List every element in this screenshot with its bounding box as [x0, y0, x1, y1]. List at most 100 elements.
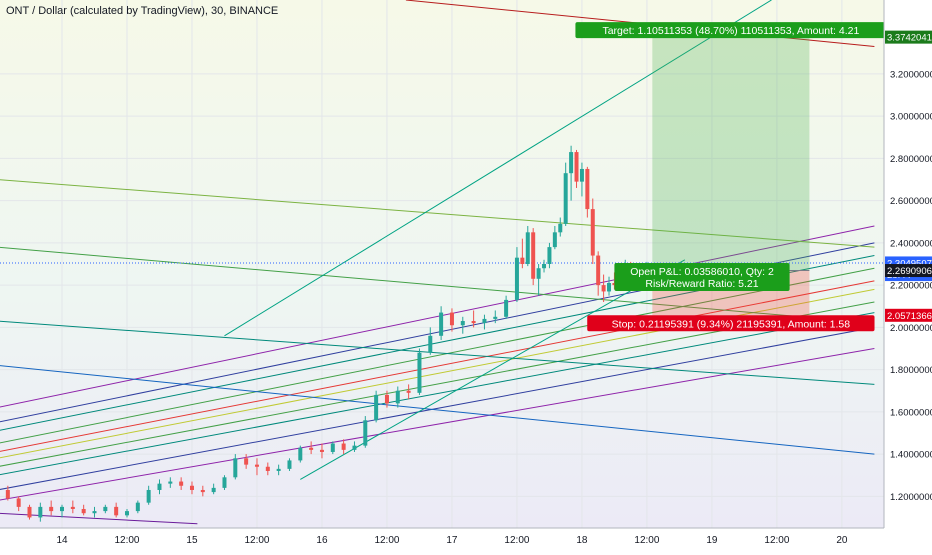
candle-body [520, 257, 525, 264]
candle-body [525, 232, 530, 264]
price-badge-text: 2.30495070 [887, 258, 932, 269]
y-tick-label: 2.00000000 [890, 323, 932, 334]
candle-body [352, 445, 357, 450]
candle-body [276, 468, 281, 471]
candle-body [563, 173, 568, 224]
open-pl-label-text: Risk/Reward Ratio: 5.21 [645, 278, 758, 290]
candle-body [579, 168, 584, 182]
price-badge-bg [885, 308, 932, 322]
candle-body [590, 209, 595, 256]
price-badge-text: 3.37420413 [887, 33, 932, 44]
candle-body [569, 152, 574, 174]
target-label[interactable]: Target: 1.10511353 (48.70%) 110511353, A… [575, 22, 887, 39]
target-label-bg [575, 22, 887, 39]
x-tick-label: 19 [706, 535, 718, 546]
x-tick-label: 20 [836, 535, 848, 546]
trend-line[interactable] [0, 246, 875, 324]
position-target-zone[interactable] [652, 37, 810, 271]
y-tick-label: 2.40000000 [890, 238, 932, 249]
candle-body [157, 483, 162, 490]
candle-body [124, 511, 129, 516]
candle-body [189, 485, 194, 490]
candle-body [531, 232, 536, 279]
trend-line[interactable] [0, 365, 875, 455]
candle-body [309, 447, 314, 450]
candle-body [254, 464, 259, 467]
candle-body [233, 458, 238, 478]
candle-body [81, 508, 86, 514]
trend-line[interactable] [0, 267, 875, 444]
candle-body [244, 458, 249, 465]
candle-body [60, 506, 64, 512]
target-label-text: Target: 1.10511353 (48.70%) 110511353, A… [602, 25, 859, 37]
trend-line[interactable] [0, 312, 875, 476]
candle-body [49, 506, 54, 512]
candle-body [552, 232, 557, 248]
price-badge-stop: 2.05713669 [885, 308, 932, 322]
candle-body [482, 318, 487, 324]
candle-body [222, 477, 227, 488]
x-tick-label: 12:00 [244, 535, 269, 546]
candle-body [27, 506, 32, 518]
open-pl-label[interactable]: Open P&L: 0.03586010, Qty: 2Risk/Reward … [614, 263, 790, 291]
candle-body [70, 506, 75, 509]
candle-body [504, 299, 509, 317]
candle-body [38, 506, 43, 518]
price-badge-bg [885, 264, 932, 278]
y-tick-label: 1.40000000 [890, 450, 932, 461]
candle-body [449, 312, 454, 326]
candle-body [146, 489, 151, 503]
candle-body [16, 498, 21, 507]
trend-line[interactable] [224, 0, 772, 337]
x-tick-label: 12:00 [504, 535, 529, 546]
trend-line[interactable] [0, 225, 875, 408]
y-tick-label: 3.20000000 [890, 69, 932, 80]
candle-body [601, 285, 606, 292]
x-tick-label: 18 [576, 535, 588, 546]
candle-body [493, 316, 498, 319]
y-tick-label: 2.20000000 [890, 281, 932, 292]
candle-body [200, 489, 205, 493]
trend-line[interactable] [0, 326, 875, 490]
price-badge-bg [885, 30, 932, 44]
candle-body [287, 460, 292, 469]
candle-body [395, 390, 400, 404]
candle-body [574, 152, 579, 182]
trend-line[interactable] [0, 179, 875, 248]
y-tick-label: 3.00000000 [890, 112, 932, 123]
candle-body [471, 321, 476, 324]
candle-body [417, 352, 422, 393]
candle-body [168, 481, 173, 484]
candle-body [363, 420, 368, 446]
x-tick-label: 12:00 [374, 535, 399, 546]
price-badge-entry: 2.26909060 [885, 264, 932, 278]
trend-line[interactable] [0, 320, 875, 385]
candle-body [92, 511, 97, 514]
candle-body [265, 466, 270, 471]
chart-title: ONT / Dollar (calculated by TradingView)… [6, 5, 279, 17]
x-tick-label: 15 [186, 535, 198, 546]
stop-label-bg [587, 315, 875, 332]
candle-body [406, 390, 411, 393]
y-tick-label: 1.20000000 [890, 492, 932, 503]
candle-body [103, 506, 108, 512]
x-tick-label: 14 [56, 535, 68, 546]
candle-body [374, 394, 379, 421]
open-pl-label-bg [614, 263, 790, 291]
time-axis-bg [0, 528, 932, 550]
candle-body [341, 443, 346, 450]
candle-body [542, 264, 547, 269]
candle-body [558, 223, 563, 233]
candle-body [607, 283, 612, 292]
candle-body [319, 449, 324, 452]
candle-body [211, 487, 216, 493]
price-badge-text: 2.26909060 [887, 266, 932, 277]
y-tick-label: 1.60000000 [890, 407, 932, 418]
candle-body [439, 312, 444, 336]
trend-line[interactable] [0, 280, 875, 452]
x-tick-label: 12:00 [634, 535, 659, 546]
candle-body [460, 321, 465, 326]
stop-label[interactable]: Stop: 0.21195391 (9.34%) 21195391, Amoun… [587, 315, 875, 332]
